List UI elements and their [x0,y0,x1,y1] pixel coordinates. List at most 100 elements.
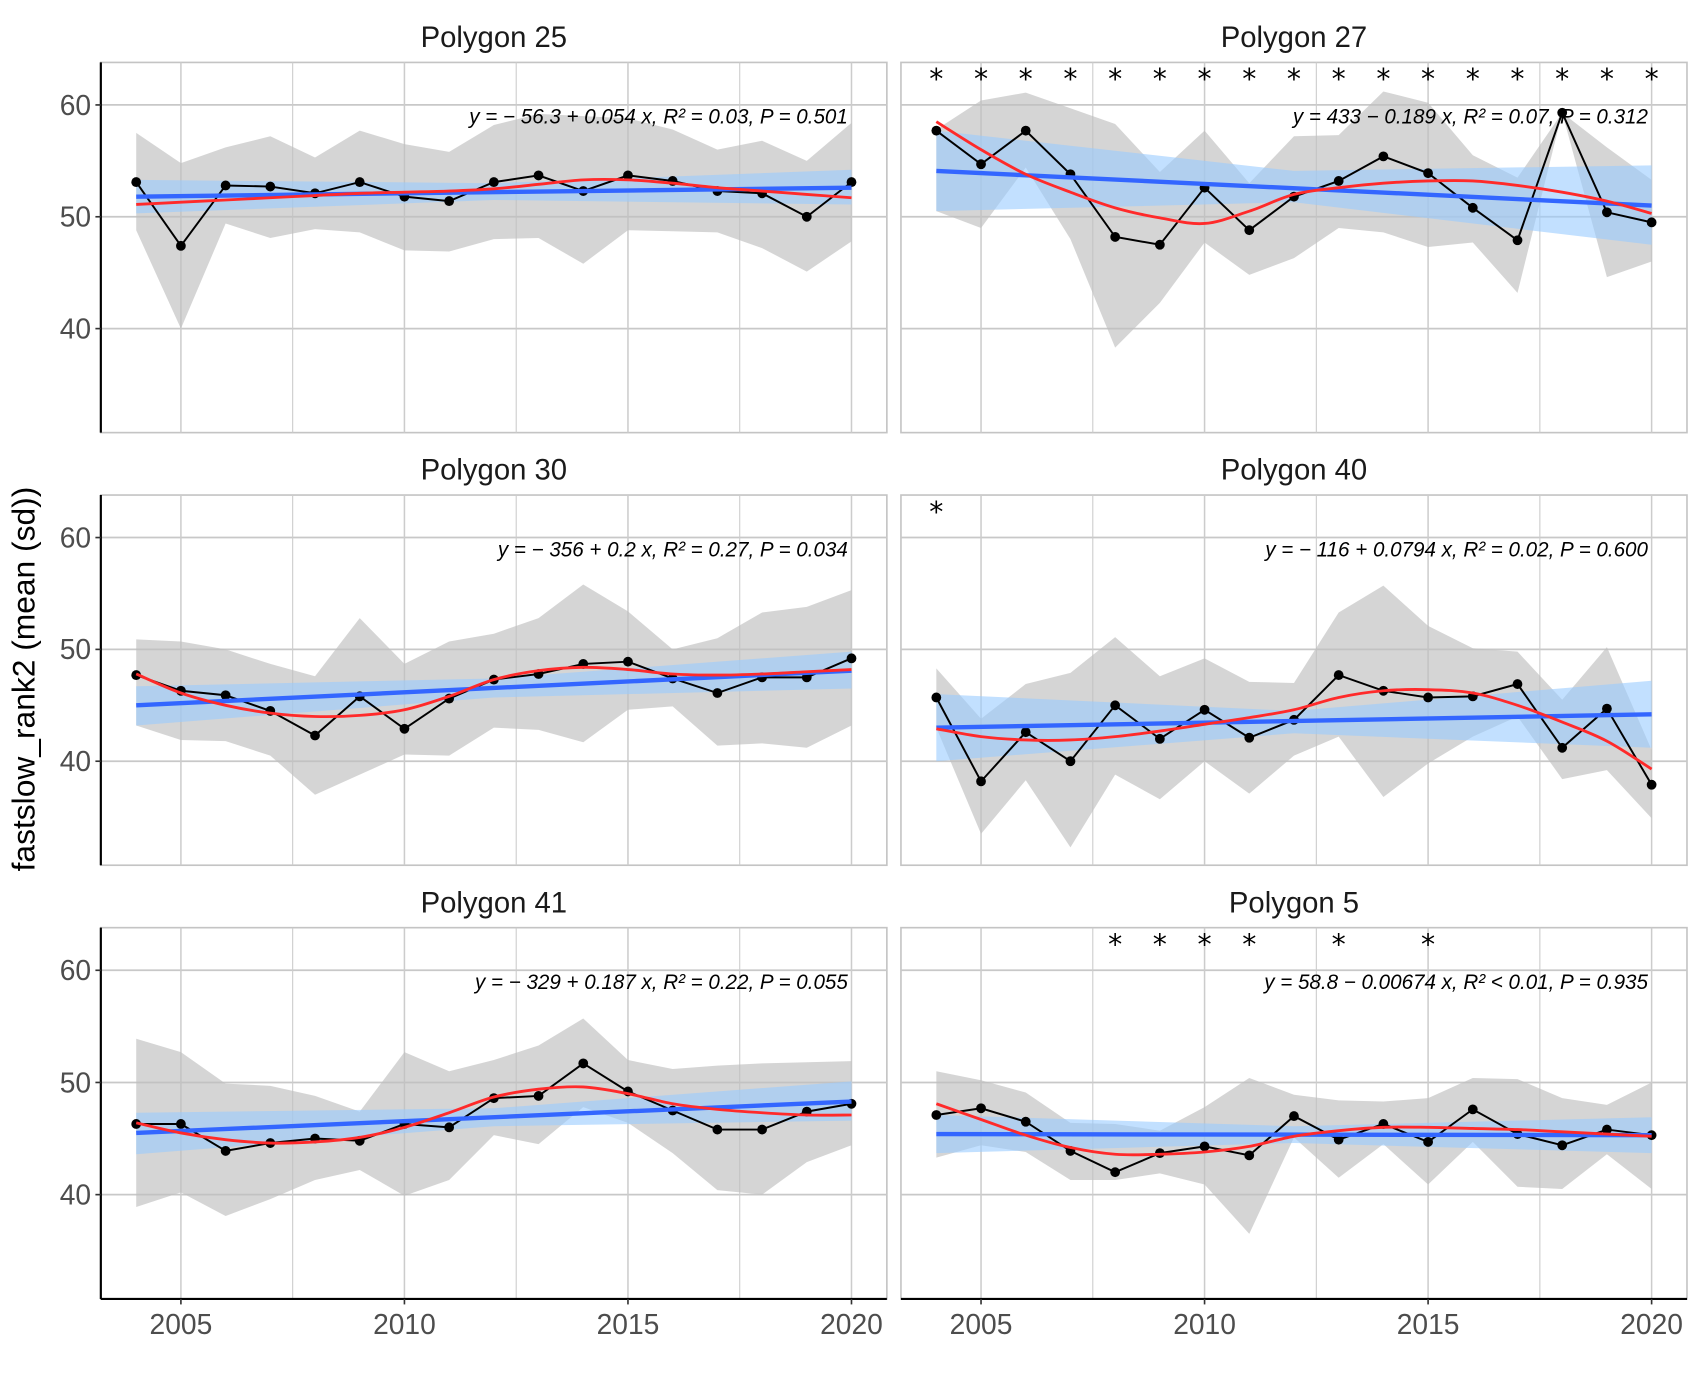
lm-line [136,1099,852,1136]
significance-star: * [1242,928,1256,961]
y-axis-label: fastslow_rank2 (mean (sd)) [6,487,42,872]
significance-star: * [1198,63,1212,96]
mean-point [1557,1140,1568,1151]
mean-point [1244,732,1255,743]
significance-star: * [1019,63,1033,96]
significance-star: * [1108,63,1122,96]
mean-point [1512,679,1523,689]
panel-polygon-41: y = − 329 + 0.187 x, R² = 0.22, P = 0.05… [60,886,888,1341]
mean-point [533,1090,544,1101]
mean-point [1423,692,1433,703]
panel-title: Polygon 5 [1229,886,1359,919]
x-tick-label: 2010 [373,1309,436,1341]
significance-star: * [1242,63,1256,96]
sd-ribbon [136,113,852,329]
regression-equation: y = 433 − 0.189 x, R² = 0.07, P = 0.312 [1291,106,1649,129]
y-tick-label: 40 [60,746,91,778]
mean-point [976,159,986,170]
y-tick-label: 60 [60,522,91,554]
x-tick-label: 2005 [950,1309,1013,1341]
mean-point [757,1124,767,1135]
y-tick-label: 40 [60,1179,91,1211]
mean-point [533,170,544,181]
mean-point [1199,704,1210,715]
mean-point [1646,779,1657,790]
regression-equation: y = − 329 + 0.187 x, R² = 0.22, P = 0.05… [473,971,848,994]
mean-point [931,125,942,136]
significance-star: * [1645,63,1659,96]
y-tick-label: 60 [60,955,91,987]
panel-title: Polygon 41 [421,886,567,919]
regression-equation: y = − 56.3 + 0.054 x, R² = 0.03, P = 0.5… [467,106,848,129]
loess-curve [935,1102,1652,1157]
mean-point [846,177,857,188]
mean-point [1110,700,1121,711]
mean-point [1154,239,1165,250]
panel-polygon-5: * * * * * * y = 58.8 − 0.00674 x, R² < 0.01, P… [900,886,1688,1341]
significance-star: * [1600,63,1614,96]
regression-equation: y = − 116 + 0.0794 x, R² = 0.02, P = 0.6… [1263,538,1648,561]
mean-point [1154,733,1165,744]
mean-point [1602,1124,1612,1135]
panel-title: Polygon 27 [1221,21,1367,54]
panel-title: Polygon 25 [421,21,567,54]
significance-star: * [1376,63,1390,96]
significance-star: * [1421,928,1435,961]
y-tick-label: 60 [60,90,91,122]
mean-point [1467,1104,1478,1115]
x-tick-label: 2020 [1620,1309,1683,1341]
mean-point [976,776,986,787]
regression-equation: y = 58.8 − 0.00674 x, R² < 0.01, P = 0.9… [1262,971,1648,994]
significance-star: * [1332,928,1346,961]
mean-point [1423,168,1433,179]
mean-point [623,170,633,181]
mean-point [265,181,276,192]
y-tick-label: 40 [60,313,91,345]
loess-curve [135,1085,852,1145]
mean-point [1065,756,1076,767]
significance-star: * [1153,928,1167,961]
panel-polygon-25: y = − 56.3 + 0.054 x, R² = 0.03, P = 0.5… [60,21,888,434]
mean-point [1199,1141,1210,1152]
mean-point [1378,151,1389,162]
lm-line [936,1131,1652,1138]
mean-point [1602,703,1612,714]
mean-point [1467,202,1478,213]
significance-star: * [929,63,943,96]
mean-point [220,690,231,701]
y-tick-label: 50 [60,634,91,666]
loess-curve [135,665,852,719]
significance-star: * [1108,928,1122,961]
mean-point [712,688,723,698]
significance-star: * [1421,63,1435,96]
significance-star: * [1332,63,1346,96]
mean-point [1244,1150,1255,1161]
significance-star: * [1198,928,1212,961]
significance-star: * [1063,63,1077,96]
mean-point [399,723,410,734]
mean-point [1289,1111,1299,1122]
mean-point [976,1103,986,1114]
mean-point [1020,1116,1031,1127]
x-tick-label: 2015 [1397,1309,1460,1341]
mean-point [1602,207,1612,218]
mean-point [1557,742,1568,753]
mean-point [1020,125,1031,136]
loess-curve [936,688,1653,771]
mean-point [220,1145,231,1156]
mean-point [1110,231,1121,242]
mean-point [1110,1167,1121,1178]
loess-curve [935,120,1652,226]
panel-title: Polygon 40 [1221,454,1367,487]
mean-point [488,177,499,188]
panel-polygon-27: * * * * * * * * * * * * * * * * * y = 433 − 0.189 x, R² =… [900,21,1688,434]
lm-line [136,668,852,708]
mean-point [931,1110,942,1120]
panel-title: Polygon 30 [421,454,567,487]
mean-point [1333,1134,1344,1145]
significance-star: * [974,63,988,96]
mean-point [176,1119,186,1129]
lm-line [936,168,1652,208]
y-tick-label: 50 [60,201,91,233]
